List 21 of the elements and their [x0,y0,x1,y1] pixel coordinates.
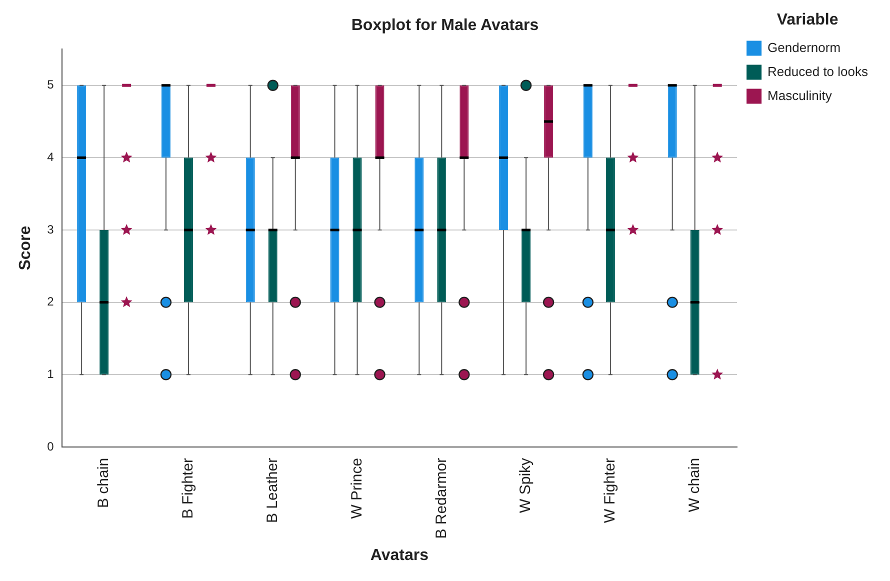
x-tick-label: B Leather [264,458,282,523]
y-tick-label: 5 [47,78,54,92]
legend-label: Masculinity [768,88,832,103]
legend-title: Variable [776,11,838,28]
legend-label: Reduced to looks [768,64,868,79]
legend-label: Gendernorm [768,40,841,55]
y-tick-label: 1 [47,366,54,381]
x-tick-label: W chain [686,458,703,512]
x-tick-label: B chain [95,458,112,508]
y-tick-label: 4 [47,150,54,164]
y-tick-label: 2 [47,294,54,309]
x-tick-label: W Fighter [602,458,619,523]
x-tick-label: B Fighter [180,458,197,519]
y-tick-label: 0 [47,439,54,454]
x-tick-label: W Spiky [517,457,534,513]
chart-title: Boxplot for Male Avatars [351,17,539,34]
y-axis-title: Score [17,226,34,270]
x-tick-label: W Prince [348,458,366,519]
x-axis-title: Avatars [370,546,429,564]
x-tick-label: B Redarmor [432,458,450,539]
y-tick-label: 3 [47,222,54,236]
